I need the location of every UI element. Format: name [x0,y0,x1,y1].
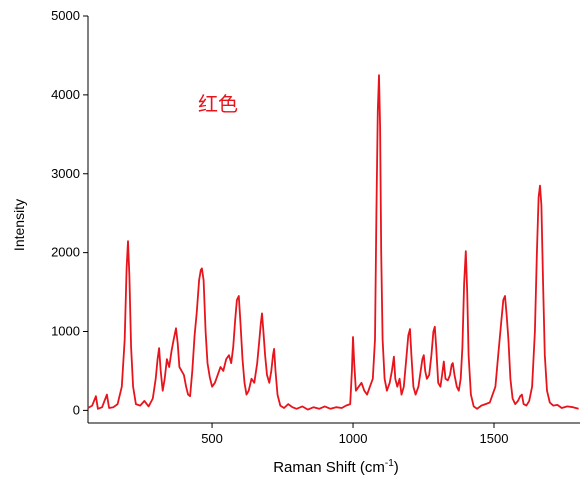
x-label-sup: -1 [385,458,394,469]
y-tick-label: 5000 [51,8,80,23]
x-tick-label: 1500 [480,431,509,446]
x-axis-label: Raman Shift (cm-1) [273,458,399,476]
y-tick-label: 3000 [51,166,80,181]
x-label-main: Raman Shift (cm [273,459,385,476]
x-tick-label: 1000 [339,431,368,446]
spectrum-line [87,74,579,411]
x-label-end: ) [394,459,399,476]
y-tick-label: 0 [73,402,80,417]
y-axis-label: Intensity [11,199,27,251]
y-tick-label: 1000 [51,324,80,339]
y-tick-label: 4000 [51,87,80,102]
y-tick-label: 2000 [51,245,80,260]
x-tick-label: 500 [201,431,223,446]
annotation: 红色 [198,93,238,116]
